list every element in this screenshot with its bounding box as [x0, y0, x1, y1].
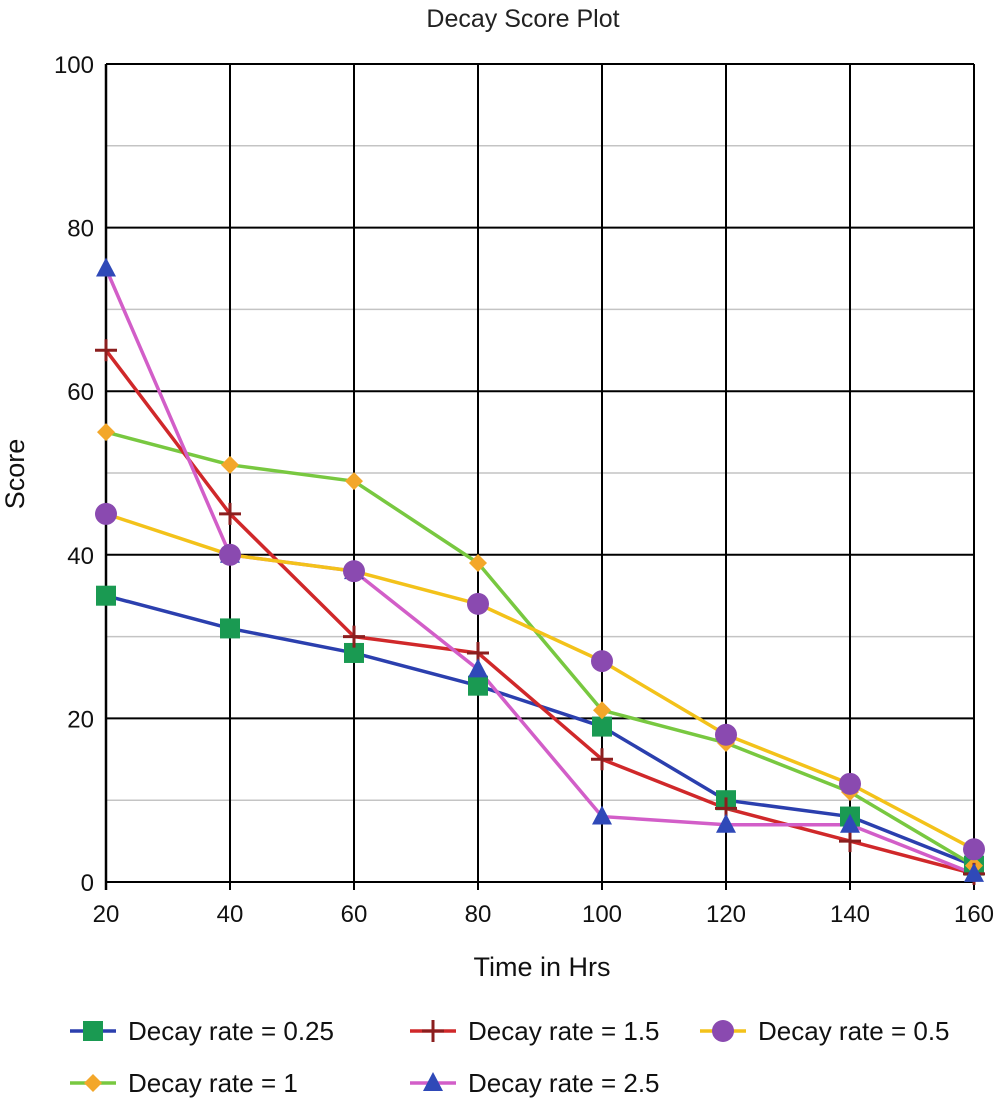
- x-tick-label: 20: [93, 901, 120, 928]
- grid-lines: [104, 63, 975, 890]
- x-tick-label: 120: [706, 901, 746, 928]
- y-axis-label: Score: [0, 439, 30, 510]
- data-point-series-4: [716, 813, 736, 833]
- data-point-series-2: [97, 423, 115, 442]
- legend: Decay rate = 0.25 Decay rate = 1 Decay rat…: [70, 1016, 950, 1098]
- data-point-series-3: [591, 748, 613, 771]
- data-point-series-5: [715, 723, 737, 746]
- legend-marker: [422, 1020, 444, 1042]
- legend-item-1: Decay rate = 0.25: [70, 1016, 334, 1046]
- legend-marker: [423, 1072, 443, 1091]
- data-point-series-5: [839, 772, 861, 795]
- legend-label: Decay rate = 1.5: [468, 1016, 660, 1046]
- data-point-series-5: [963, 838, 985, 861]
- series-group: [95, 257, 985, 885]
- legend-item-3: Decay rate = 1.5: [410, 1016, 660, 1046]
- data-point-series-3: [343, 625, 365, 648]
- data-point-series-1: [592, 716, 612, 737]
- legend-label: Decay rate = 1: [128, 1068, 298, 1098]
- data-point-series-4: [592, 805, 612, 825]
- data-point-series-2: [593, 701, 611, 720]
- data-point-series-2: [345, 472, 363, 491]
- data-point-series-2: [469, 553, 487, 572]
- x-tick-label: 100: [582, 901, 622, 928]
- data-point-series-4: [840, 813, 860, 833]
- data-point-series-4: [964, 862, 984, 882]
- data-point-series-1: [468, 675, 488, 696]
- legend-label: Decay rate = 0.5: [758, 1016, 950, 1046]
- series-line-5: [105, 512, 975, 851]
- data-point-series-2: [221, 455, 239, 474]
- series-line-3: [104, 349, 975, 876]
- legend-label: Decay rate = 2.5: [468, 1068, 660, 1098]
- x-axis-label: Time in Hrs: [473, 952, 610, 982]
- data-point-series-1: [220, 618, 240, 639]
- data-point-series-5: [95, 502, 117, 525]
- data-point-series-4: [468, 658, 488, 678]
- legend-item-4: Decay rate = 2.5: [410, 1068, 660, 1098]
- data-point-series-5: [343, 560, 365, 583]
- y-tick-labels: 0 20 40 60 80 100: [54, 52, 94, 897]
- y-tick-label: 100: [54, 52, 94, 79]
- x-tick-labels: 20 40 60 80 100 120 140 160: [93, 901, 994, 928]
- legend-marker: [84, 1074, 102, 1092]
- data-point-series-5: [591, 650, 613, 673]
- data-point-series-3: [839, 830, 861, 853]
- x-tick-label: 60: [341, 901, 368, 928]
- data-point-series-1: [96, 585, 116, 606]
- x-tick-label: 80: [465, 901, 492, 928]
- data-point-series-5: [467, 592, 489, 615]
- y-tick-label: 60: [67, 379, 94, 406]
- x-tick-label: 160: [954, 901, 994, 928]
- data-point-series-3: [95, 339, 117, 362]
- series-line-2: [105, 430, 975, 868]
- x-tick-label: 140: [830, 901, 870, 928]
- data-point-series-4: [96, 257, 116, 277]
- chart-title: Decay Score Plot: [426, 5, 619, 33]
- legend-marker: [83, 1021, 103, 1041]
- y-tick-label: 20: [67, 706, 94, 733]
- data-point-series-3: [219, 502, 241, 525]
- legend-item-2: Decay rate = 1: [70, 1068, 298, 1098]
- legend-label: Decay rate = 0.25: [128, 1016, 334, 1046]
- y-tick-label: 40: [67, 543, 94, 570]
- legend-marker: [712, 1020, 734, 1042]
- x-tick-label: 40: [217, 901, 244, 928]
- legend-item-5: Decay rate = 0.5: [700, 1016, 950, 1046]
- data-point-series-5: [219, 543, 241, 566]
- data-point-series-1: [344, 642, 364, 663]
- y-tick-label: 80: [67, 216, 94, 243]
- y-tick-label: 0: [81, 870, 94, 897]
